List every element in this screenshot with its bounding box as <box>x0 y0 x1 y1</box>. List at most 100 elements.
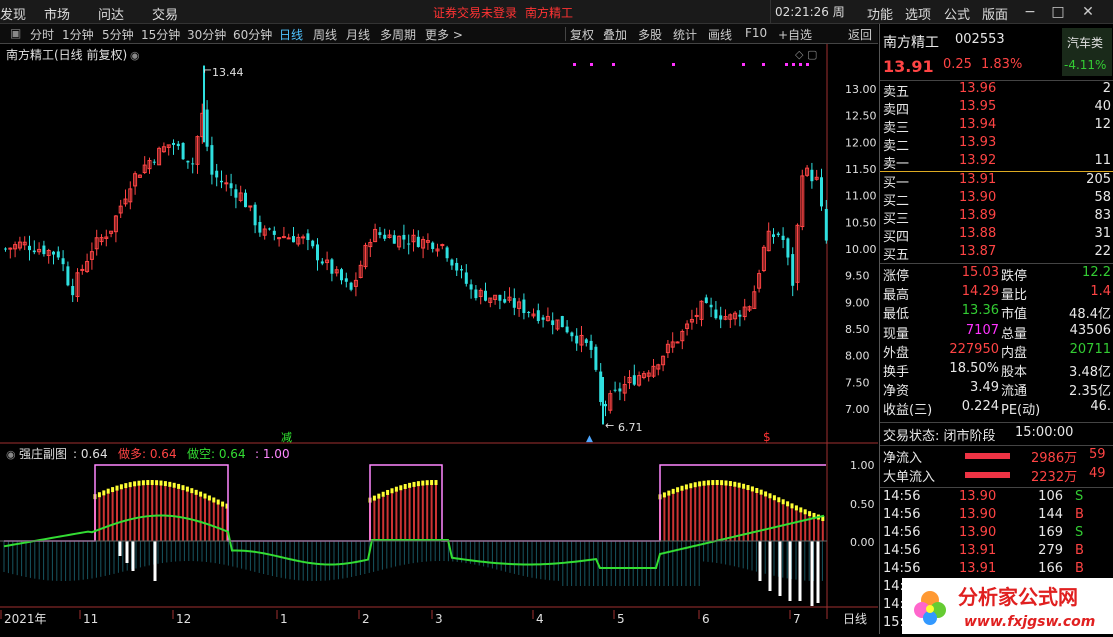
chart-layout-icon[interactable]: ◇ ▢ <box>795 48 817 61</box>
bid-row[interactable]: 买一 13.91 205 <box>883 172 1111 191</box>
tick-row: 14:56 13.90 144 B <box>883 507 1084 522</box>
tick-row: 14:56 13.91 166 B <box>883 561 1084 576</box>
menu-options[interactable]: 选项 <box>905 8 932 23</box>
tick-row: 14:56 13.90 106 S <box>883 489 1084 504</box>
chart-title: 南方精工(日线 前复权) <box>6 47 127 62</box>
period-multi[interactable]: 多周期 <box>380 28 417 42</box>
minimize-icon[interactable]: − <box>1024 4 1036 20</box>
tick-row: 14: <box>883 579 904 594</box>
menu-market[interactable]: 市场 <box>44 8 71 23</box>
price-pct: 1.83% <box>981 57 1023 72</box>
bid-row[interactable]: 买五 13.87 22 <box>883 244 1111 263</box>
last-price: 13.91 <box>883 57 934 76</box>
svg-text:1.00: 1.00 <box>850 459 875 472</box>
indicator-settings-icon[interactable]: ◉ <box>6 448 16 461</box>
quote-panel: 南方精工 002553 汽车类 -4.11% 13.91 0.25 1.83% 卖五 1… <box>879 24 1113 634</box>
period-weekly[interactable]: 周线 <box>313 28 338 42</box>
month-label: 2 <box>362 612 370 626</box>
menu-discover[interactable]: 发现 <box>0 8 27 23</box>
low-label: 6.71 <box>618 421 643 434</box>
stat-row: 换手 18.50% 股本 3.48亿 <box>883 361 1111 380</box>
period-more[interactable]: 更多 > <box>425 28 463 42</box>
period-intraday[interactable]: 分时 <box>30 28 55 42</box>
menu-layout[interactable]: 版面 <box>982 8 1009 23</box>
sector-name[interactable]: 汽车类 <box>1067 36 1104 50</box>
month-label: 5 <box>617 612 625 626</box>
month-label: 7 <box>793 612 801 626</box>
sector-change: -4.11% <box>1064 58 1107 72</box>
f10-button[interactable]: F10 <box>745 26 768 40</box>
period-5min[interactable]: 5分钟 <box>102 28 134 42</box>
draw-button[interactable]: 画线 <box>708 28 733 42</box>
tick-row: 15: <box>883 615 904 630</box>
add-watchlist-button[interactable]: +自选 <box>778 28 813 42</box>
period-30min[interactable]: 30分钟 <box>187 28 227 42</box>
menu-bar: 发现 市场 问达 交易 证券交易未登录 南方精工 02:21:26 周日 功能 … <box>0 0 1113 43</box>
ask-row[interactable]: 卖二 13.93 <box>883 135 997 154</box>
stat-row: 最高 14.29 量比 1.4 <box>883 284 1111 304</box>
ask-row[interactable]: 卖三 13.94 12 <box>883 117 1111 136</box>
period-15min[interactable]: 15分钟 <box>141 28 181 42</box>
panel-icon[interactable]: ▣ <box>10 26 22 40</box>
price-tick: 13.00 <box>845 83 877 96</box>
adjust-button[interactable]: 复权 <box>570 28 595 42</box>
stat-row: 最低 13.36 市值 48.4亿 <box>883 303 1111 323</box>
stock-name: 南方精工 <box>883 35 939 51</box>
indicator-panel <box>0 464 827 606</box>
ask-row[interactable]: 卖一 13.92 11 <box>883 153 1111 172</box>
login-notice[interactable]: 证券交易未登录 <box>433 6 518 20</box>
back-button[interactable]: 返回 <box>848 28 873 42</box>
maximize-icon[interactable]: □ <box>1051 4 1065 20</box>
price-tick: 9.00 <box>845 296 870 309</box>
tick-row: 14: <box>883 597 904 612</box>
period-60min[interactable]: 60分钟 <box>233 28 273 42</box>
trade-status: 交易状态: 闭市阶段 <box>883 429 996 444</box>
flower-icon <box>914 591 946 625</box>
logo-title: 分析家公式网 <box>958 585 1078 609</box>
price-tick: 9.50 <box>845 270 870 283</box>
price-tick: 8.50 <box>845 323 870 336</box>
svg-text:: 1.00: : 1.00 <box>255 447 290 461</box>
price-tick: 12.00 <box>845 136 877 149</box>
svg-text:0.50: 0.50 <box>850 498 875 511</box>
bid-row[interactable]: 买二 13.90 58 <box>883 190 1111 209</box>
flow-row: 大单流入 2232万 49 <box>883 466 1106 485</box>
svg-text:←: ← <box>605 419 614 432</box>
stat-row: 涨停 15.03 跌停 12.2 <box>883 265 1111 284</box>
bid-row[interactable]: 买三 13.89 83 <box>883 208 1111 227</box>
menu-formula[interactable]: 公式 <box>944 8 971 23</box>
signal-dollar: $ <box>763 430 771 444</box>
stat-row: 收益(三) 0.224 PE(动) 46. <box>883 399 1111 419</box>
price-tick: 10.50 <box>845 216 877 229</box>
tick-row: 14:56 13.91 279 B <box>883 543 1084 558</box>
price-axis: 13.00 12.50 12.00 11.50 11.00 10.50 10.00 9.50 9… <box>845 83 877 416</box>
kline-chart[interactable]: 南方精工(日线 前复权) ◉ ◇ ▢ 13.0012.5012.0011.501… <box>0 44 878 634</box>
flow-row: 净流入 2986万 59 <box>883 447 1106 466</box>
stat-row: 外盘 227950 内盘 20711 <box>883 341 1111 361</box>
signal-jian: 减 <box>281 431 292 444</box>
multi-stock-button[interactable]: 多股 <box>638 28 663 42</box>
ask-row[interactable]: 卖五 13.96 2 <box>883 81 1111 100</box>
menu-trade[interactable]: 交易 <box>152 8 179 23</box>
indicator-name: 强庄副图 <box>19 446 67 461</box>
price-tick: 7.00 <box>845 403 870 416</box>
stats-button[interactable]: 统计 <box>673 28 698 42</box>
menu-wenda[interactable]: 问达 <box>98 8 125 23</box>
svg-text:0.00: 0.00 <box>850 536 875 549</box>
svg-text:: 0.64: : 0.64 <box>73 447 108 461</box>
svg-text:⌐: ⌐ <box>203 64 212 77</box>
period-1min[interactable]: 1分钟 <box>62 28 94 42</box>
price-tick: 11.00 <box>845 190 877 203</box>
chart-settings-icon[interactable]: ◉ <box>130 49 140 62</box>
close-icon[interactable]: ✕ <box>1082 4 1094 20</box>
period-toolbar: ▣ 分时 1分钟 5分钟 15分钟 30分钟 60分钟 日线 周线 月线 多周期… <box>0 24 878 44</box>
menu-function[interactable]: 功能 <box>867 8 894 23</box>
period-monthly[interactable]: 月线 <box>346 28 371 42</box>
stat-row: 现量 7107 总量 43506 <box>883 322 1111 342</box>
ask-row[interactable]: 卖四 13.95 40 <box>883 99 1111 118</box>
bid-row[interactable]: 买四 13.88 31 <box>883 226 1111 245</box>
period-daily[interactable]: 日线 <box>279 28 304 42</box>
bull-label: 做多: 0.64 <box>118 446 177 461</box>
overlay-button[interactable]: 叠加 <box>603 28 628 42</box>
watermark-logo: 分析家公式网 www.fxjgsw.com <box>902 578 1113 634</box>
